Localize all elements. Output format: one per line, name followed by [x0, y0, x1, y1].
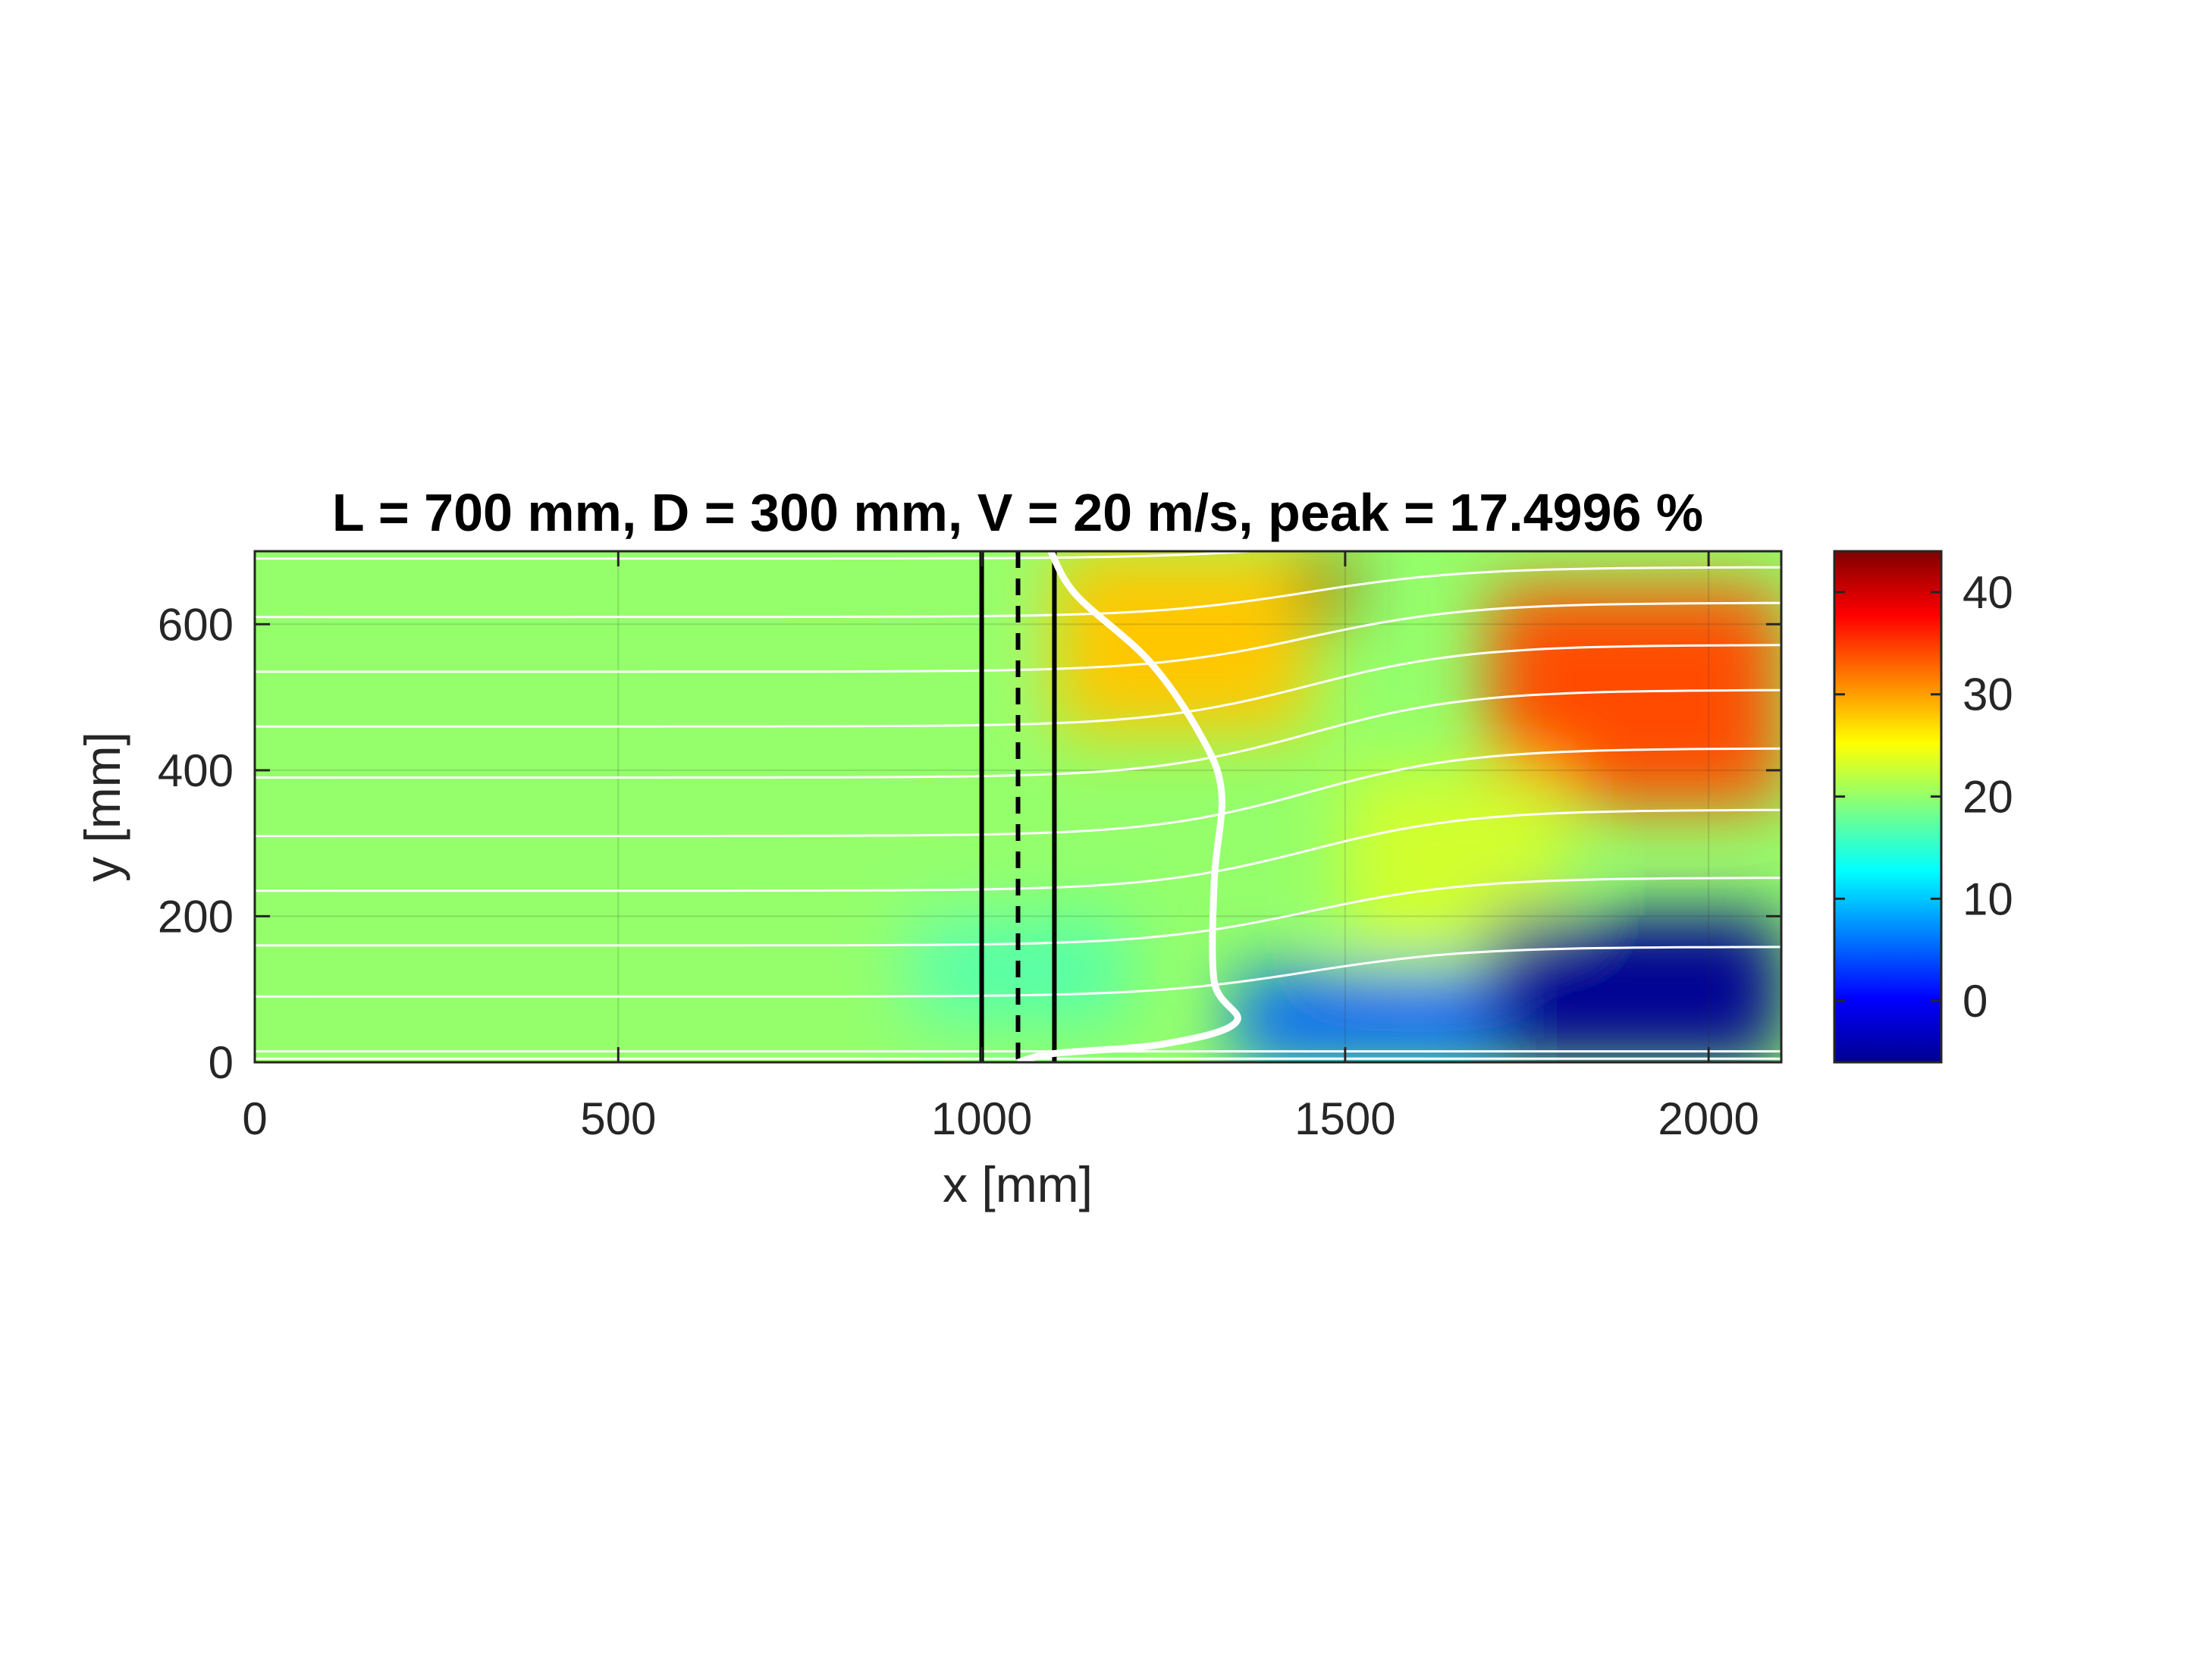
chart-title: L = 700 mm, D = 300 mm, V = 20 m/s, peak… — [332, 483, 1703, 542]
field-region — [255, 551, 982, 1048]
axis-ticks — [253, 551, 1781, 1064]
x-tick-labels: 0 500 1000 1500 2000 — [242, 1093, 1759, 1144]
plot-frame — [253, 550, 1783, 1064]
colorbar-tick-label: 20 — [1963, 772, 2013, 823]
reference-lines — [979, 551, 1057, 1062]
y-axis-label: y [mm] — [74, 732, 130, 882]
x-tick-label: 2000 — [1658, 1093, 1759, 1144]
plot-area: 0 500 1000 1500 2000 0 200 400 600 — [158, 550, 1783, 1144]
colorbar-tick-label: 0 — [1963, 976, 1988, 1027]
x-tick-label: 500 — [580, 1093, 656, 1144]
colorbar-ticks: 0 10 20 30 40 — [1834, 567, 2013, 1027]
x-tick-label: 1500 — [1294, 1093, 1395, 1144]
y-tick-label: 200 — [158, 891, 234, 942]
colorbar: 0 10 20 30 40 — [1833, 550, 2013, 1064]
colorbar-gradient — [1833, 550, 1943, 1064]
velocity-profile-curve — [1017, 551, 1241, 1062]
x-tick-label: 1000 — [931, 1093, 1032, 1144]
y-tick-labels: 0 200 400 600 — [158, 599, 234, 1088]
y-tick-label: 0 — [209, 1037, 234, 1088]
field-region — [1490, 916, 1781, 1062]
colorbar-tick-label: 40 — [1963, 567, 2013, 618]
y-tick-label: 600 — [158, 599, 234, 650]
field-region — [1236, 974, 1491, 1062]
x-tick-label: 0 — [242, 1093, 267, 1144]
y-tick-label: 400 — [158, 745, 234, 796]
colorbar-tick-label: 30 — [1963, 670, 2013, 720]
colorbar-tick-label: 10 — [1963, 873, 2013, 924]
x-axis-label: x [mm] — [943, 1156, 1093, 1212]
